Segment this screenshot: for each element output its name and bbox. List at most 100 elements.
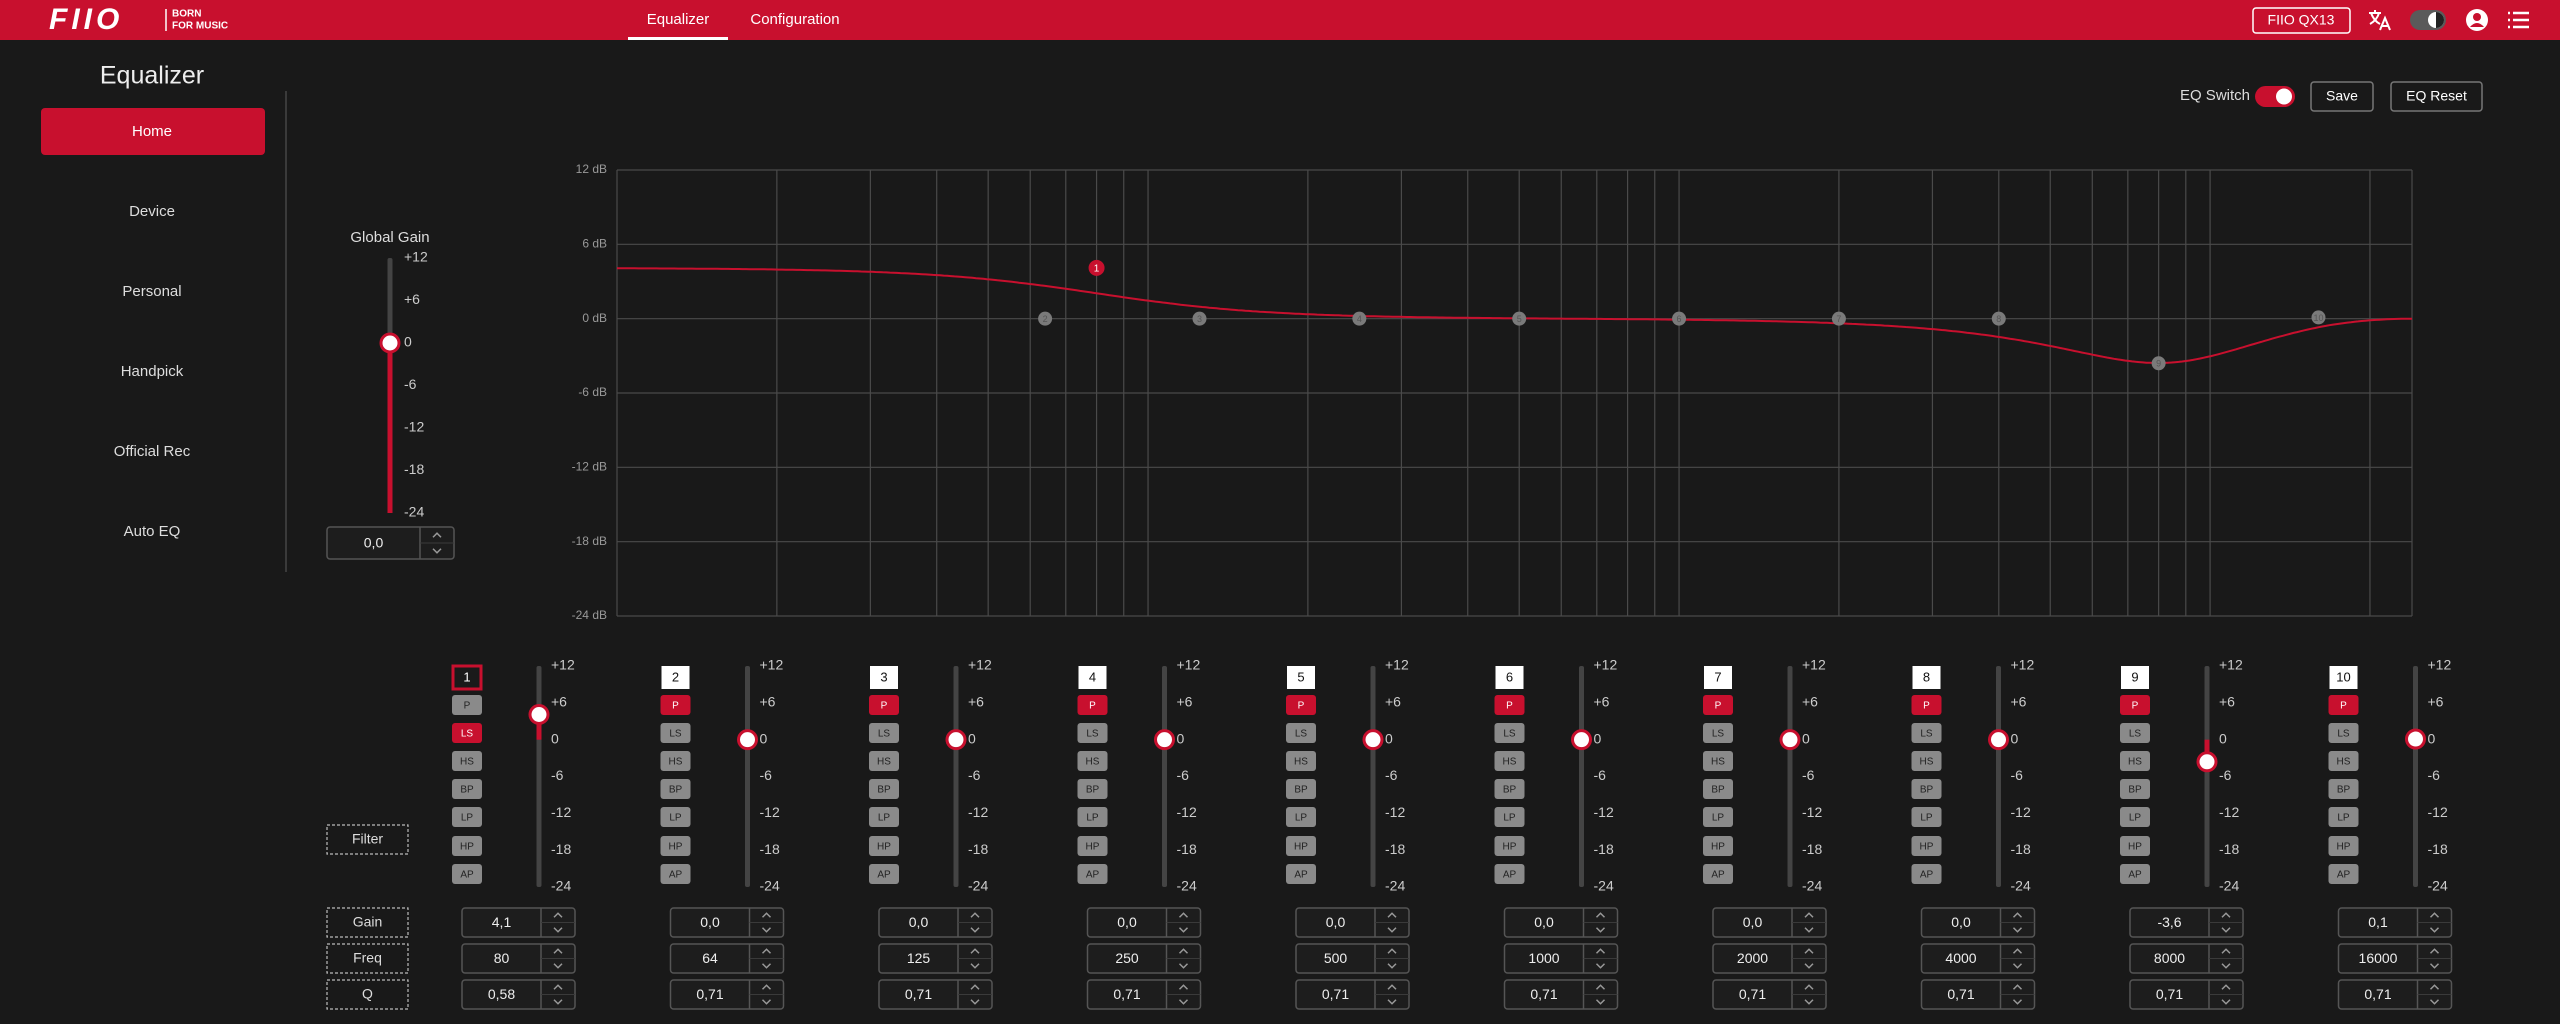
band-number-box[interactable] (1287, 666, 1315, 689)
filter-button[interactable] (1911, 723, 1942, 743)
filter-button[interactable] (660, 836, 691, 856)
filter-button[interactable] (1911, 836, 1942, 856)
band-gain-knob[interactable] (528, 703, 550, 725)
filter-button[interactable] (1286, 807, 1316, 827)
spin-up[interactable] (1387, 912, 1397, 918)
nav-tab[interactable]: Equalizer (647, 11, 710, 28)
band-number-box[interactable] (1912, 666, 1941, 689)
filter-button[interactable] (2328, 836, 2359, 856)
filter-button[interactable] (2328, 723, 2359, 743)
filter-button[interactable] (1077, 807, 1108, 827)
spin-up[interactable] (1387, 948, 1397, 954)
spin-up[interactable] (761, 984, 772, 990)
band-number-box[interactable] (2329, 666, 2358, 689)
spin-down[interactable] (2221, 963, 2231, 969)
filter-button[interactable] (1494, 779, 1525, 799)
band-number-box[interactable] (1704, 666, 1732, 689)
band-gain-knob[interactable] (737, 729, 758, 751)
spin-down[interactable] (970, 927, 980, 933)
filter-button[interactable] (452, 751, 482, 771)
filter-button[interactable] (1911, 751, 1942, 771)
filter-button[interactable] (869, 836, 899, 856)
filter-button[interactable] (869, 695, 899, 715)
filter-button[interactable] (869, 807, 899, 827)
spin-down[interactable] (1178, 999, 1189, 1005)
band-point[interactable] (2311, 310, 2326, 325)
spin-up[interactable] (1178, 984, 1189, 990)
filter-button[interactable] (2120, 779, 2150, 799)
sidebar-item[interactable]: Home (132, 123, 172, 140)
spin-up[interactable] (1595, 912, 1606, 918)
band-gain-knob[interactable] (1571, 729, 1592, 751)
sidebar-active-bg[interactable] (41, 108, 265, 155)
sidebar-item[interactable]: Device (129, 203, 175, 220)
band-point[interactable] (1192, 311, 1207, 326)
spin-down[interactable] (2012, 927, 2023, 933)
language-icon[interactable] (2369, 10, 2391, 31)
spin-down[interactable] (432, 548, 442, 554)
filter-button[interactable] (660, 723, 691, 743)
spin-down[interactable] (761, 999, 772, 1005)
band-number-box[interactable] (870, 666, 898, 689)
spin-up[interactable] (1804, 912, 1814, 918)
filter-button[interactable] (2328, 779, 2359, 799)
band-point[interactable] (1512, 311, 1527, 326)
filter-button[interactable] (1077, 695, 1108, 715)
toolbar-button[interactable] (2310, 81, 2374, 112)
spin-up[interactable] (1178, 948, 1189, 954)
filter-button[interactable] (1494, 751, 1525, 771)
spin-down[interactable] (970, 963, 980, 969)
band-point[interactable] (1991, 311, 2006, 326)
global-gain-knob[interactable] (379, 332, 401, 354)
spin-down[interactable] (1595, 999, 1606, 1005)
spin-up[interactable] (553, 948, 563, 954)
spin-down[interactable] (761, 963, 772, 969)
filter-button[interactable] (1703, 695, 1733, 715)
filter-button[interactable] (660, 864, 691, 884)
band-gain-knob[interactable] (1988, 729, 2009, 751)
band-gain-knob[interactable] (1362, 729, 1384, 751)
filter-button[interactable] (452, 695, 482, 715)
spin-down[interactable] (2429, 963, 2440, 969)
filter-button[interactable] (2328, 695, 2359, 715)
spin-down[interactable] (2012, 999, 2023, 1005)
spin-down[interactable] (1178, 963, 1189, 969)
filter-button[interactable] (869, 723, 899, 743)
band-gain-knob[interactable] (1154, 729, 1175, 751)
filter-button[interactable] (1911, 779, 1942, 799)
filter-button[interactable] (1077, 751, 1108, 771)
band-number-box[interactable] (451, 664, 483, 691)
filter-button[interactable] (1703, 779, 1733, 799)
filter-button[interactable] (869, 864, 899, 884)
nav-tab[interactable]: Configuration (750, 11, 839, 28)
filter-button[interactable] (452, 864, 482, 884)
filter-button[interactable] (1286, 751, 1316, 771)
spin-up[interactable] (970, 984, 980, 990)
filter-button[interactable] (452, 723, 482, 743)
filter-button[interactable] (2328, 807, 2359, 827)
spin-up[interactable] (1595, 984, 1606, 990)
band-gain-knob[interactable] (2196, 751, 2218, 773)
band-point[interactable] (1352, 311, 1367, 326)
filter-button[interactable] (660, 751, 691, 771)
filter-button[interactable] (2120, 751, 2150, 771)
filter-button[interactable] (1494, 695, 1525, 715)
spin-down[interactable] (970, 999, 980, 1005)
spin-down[interactable] (1387, 927, 1397, 933)
spin-up[interactable] (553, 912, 563, 918)
filter-button[interactable] (1703, 807, 1733, 827)
band-number-box[interactable] (1078, 666, 1107, 689)
filter-button[interactable] (1077, 723, 1108, 743)
band-point[interactable] (1672, 311, 1687, 326)
spin-up[interactable] (2012, 912, 2023, 918)
spin-down[interactable] (1804, 963, 1814, 969)
filter-button[interactable] (660, 779, 691, 799)
filter-button[interactable] (1703, 723, 1733, 743)
spin-down[interactable] (1595, 927, 1606, 933)
filter-button[interactable] (1703, 751, 1733, 771)
filter-button[interactable] (1911, 807, 1942, 827)
spin-down[interactable] (2012, 963, 2023, 969)
band-gain-knob[interactable] (1779, 729, 1801, 751)
spin-down[interactable] (2221, 927, 2231, 933)
band-gain-knob[interactable] (2405, 728, 2426, 750)
